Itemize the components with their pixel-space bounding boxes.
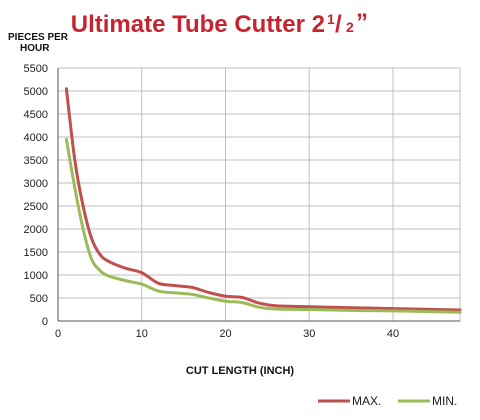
y-axis-label-line1: PIECES PER — [8, 32, 69, 43]
series-line-max — [64, 87, 462, 312]
grid — [58, 67, 461, 321]
y-tick-label: 2500 — [24, 201, 48, 213]
chart-title: Ultimate Tube Cutter 2 — [71, 11, 325, 38]
y-tick-label: 0 — [42, 316, 48, 328]
legend: MAX. MIN. — [318, 394, 457, 408]
y-tick-label: 5000 — [24, 86, 48, 98]
axes — [57, 68, 460, 322]
chart-title-fraction-denominator: 2 — [346, 19, 354, 35]
chart-title-inch-mark: ” — [356, 9, 368, 36]
x-tick-label: 0 — [55, 328, 61, 340]
legend-label-min: MIN. — [432, 394, 457, 408]
y-tick-label: 3000 — [24, 178, 48, 190]
x-tick-label: 10 — [136, 328, 148, 340]
y-tick-label: 4000 — [24, 132, 48, 144]
y-tick-label: 1000 — [24, 270, 48, 282]
chart-title-fraction-numerator: 1 — [327, 11, 335, 27]
x-axis-label: CUT LENGTH (INCH) — [186, 365, 294, 377]
y-axis-label-line2: HOUR — [20, 43, 50, 54]
legend-label-max: MAX. — [352, 394, 381, 408]
series-line-min — [64, 137, 462, 314]
tick-labels: 0 500 1000 1500 2000 2500 3000 3500 4000 4500 5000… — [24, 63, 400, 340]
y-tick-label: 500 — [30, 293, 48, 305]
chart-title-fraction-slash: / — [335, 11, 342, 38]
y-tick-label: 3500 — [24, 155, 48, 167]
y-tick-label: 5500 — [24, 63, 48, 75]
y-tick-label: 1500 — [24, 247, 48, 259]
y-tick-label: 2000 — [24, 224, 48, 236]
x-tick-label: 40 — [387, 328, 399, 340]
x-tick-label: 30 — [303, 328, 315, 340]
y-tick-label: 4500 — [24, 109, 48, 121]
x-tick-label: 20 — [219, 328, 231, 340]
series-lines — [64, 87, 462, 314]
